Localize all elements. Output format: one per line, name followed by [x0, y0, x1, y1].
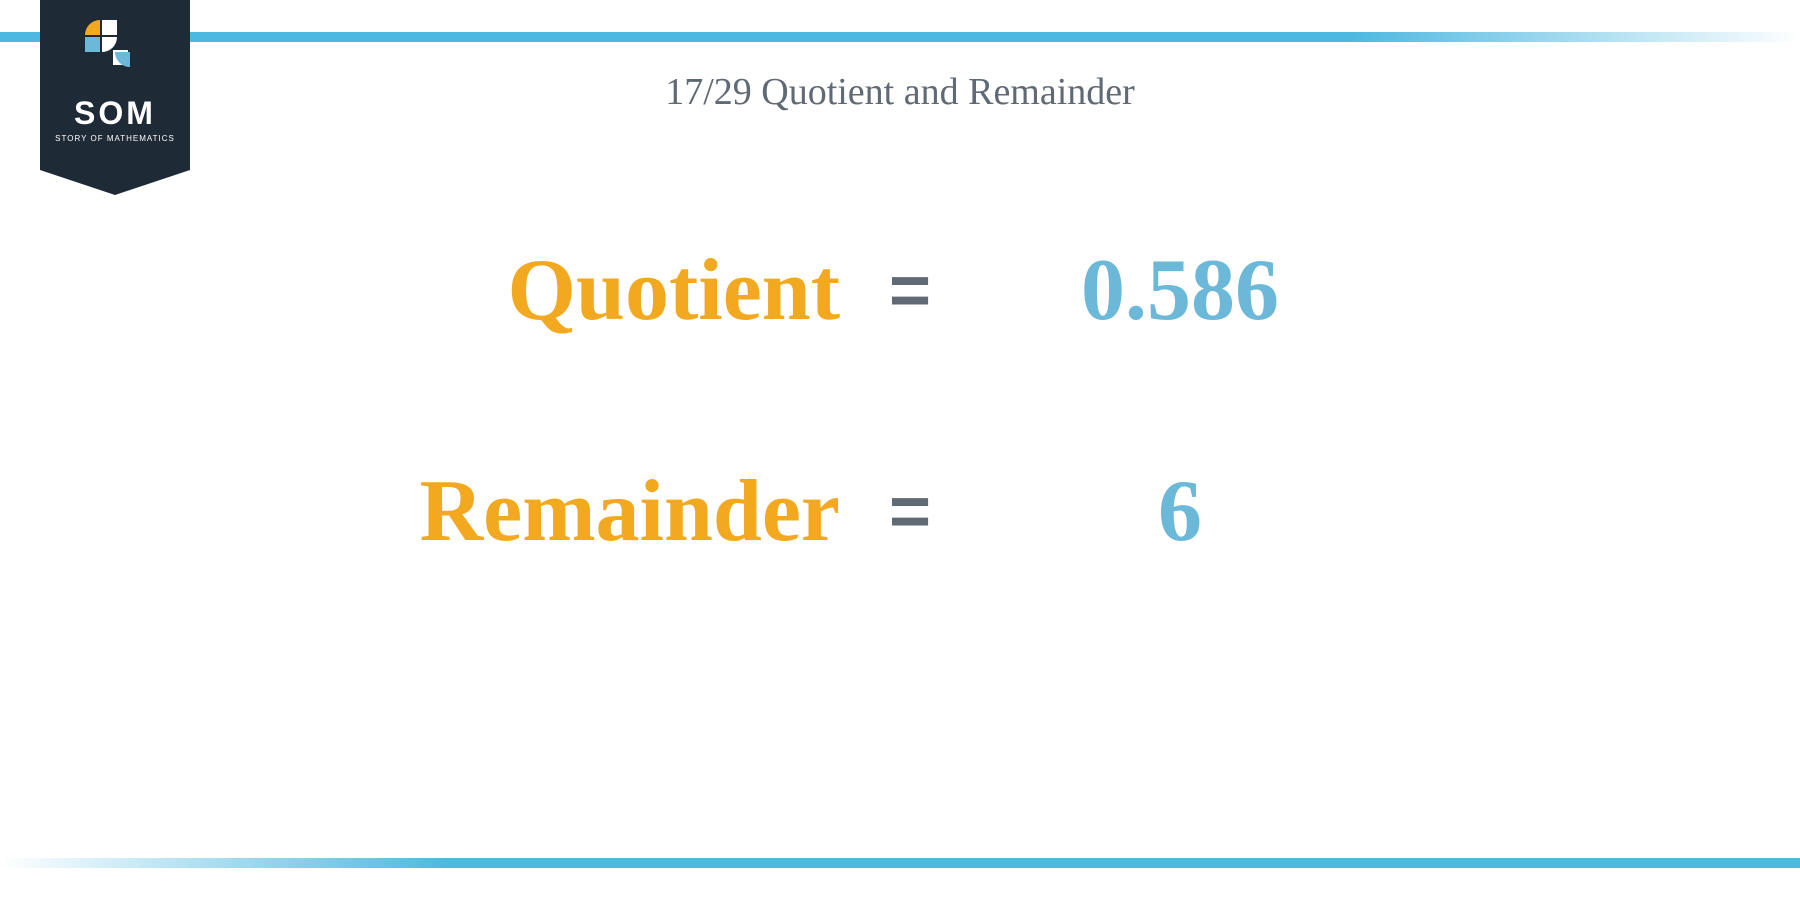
logo-main-text: SOM — [40, 95, 190, 132]
logo-text: SOM STORY OF MATHEMATICS — [40, 95, 190, 143]
remainder-row: Remainder = 6 — [280, 461, 1520, 562]
top-accent-bar — [0, 32, 1800, 42]
content-area: Quotient = 0.586 Remainder = 6 — [280, 240, 1520, 682]
logo-sub-text: STORY OF MATHEMATICS — [40, 134, 190, 143]
equals-sign: = — [840, 250, 980, 332]
page-title: 17/29 Quotient and Remainder — [0, 70, 1800, 114]
equals-sign: = — [840, 471, 980, 553]
bottom-accent-bar — [0, 858, 1800, 868]
quotient-value: 0.586 — [980, 240, 1380, 341]
logo-icon — [85, 20, 145, 80]
remainder-label: Remainder — [280, 461, 840, 562]
quotient-label: Quotient — [280, 240, 840, 341]
logo-badge: SOM STORY OF MATHEMATICS — [40, 0, 190, 170]
remainder-value: 6 — [980, 461, 1380, 562]
quotient-row: Quotient = 0.586 — [280, 240, 1520, 341]
